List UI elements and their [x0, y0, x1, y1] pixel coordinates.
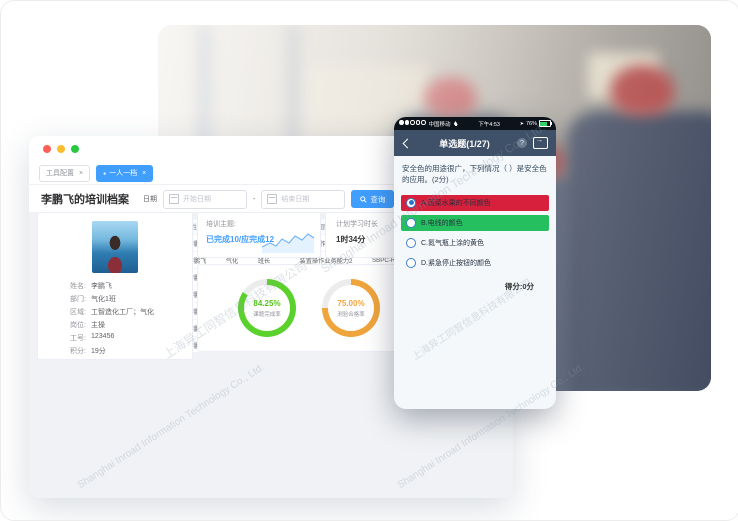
- end-date-input[interactable]: 结束日期: [261, 189, 346, 209]
- active-dot-icon: [103, 170, 106, 177]
- profile-employee-id: 123456: [91, 332, 115, 340]
- profile-card: 姓名: 李鹏飞 部门: 气化1班 区域: 工智造化工厂；气化 岗位: 主操 工号: 123…: [37, 212, 193, 360]
- option-label: A.蔬菜水果的不同颜色: [421, 199, 491, 207]
- search-button-label: 查询: [370, 194, 386, 204]
- radio-selected-icon[interactable]: [406, 197, 416, 208]
- field-label: 区域:: [70, 308, 86, 316]
- calendar-icon: [267, 194, 278, 204]
- donut-value: 84.25%: [253, 298, 281, 308]
- option-c[interactable]: C.氮气瓶上涂的黄色: [401, 235, 549, 251]
- battery-percent: 76%: [525, 120, 537, 127]
- minimize-window-button[interactable]: [57, 145, 65, 153]
- planned-duration-value: 1时34分: [336, 235, 366, 244]
- clock-label: 下午4:53: [478, 121, 500, 128]
- planned-duration-label: 计划学习时长: [336, 221, 378, 228]
- tab-one-person-one-file[interactable]: 一人一档: [96, 164, 154, 182]
- search-icon: [360, 195, 367, 203]
- training-topic-label: 培训主题:: [206, 221, 236, 228]
- date-filter-label: 日期: [143, 196, 157, 203]
- option-d[interactable]: D.紧急停止按钮的颜色: [401, 255, 549, 271]
- option-b[interactable]: B.电线的颜色: [401, 214, 549, 231]
- back-arrow-icon[interactable]: [402, 138, 412, 148]
- help-icon[interactable]: ?: [517, 138, 527, 148]
- profile-points: 19分: [91, 347, 106, 355]
- avatar: [92, 221, 138, 273]
- cast-icon[interactable]: [533, 137, 548, 149]
- start-date-input[interactable]: 开始日期: [163, 189, 247, 209]
- phone-nav-bar: 单选题(1/27) ?: [394, 130, 556, 156]
- donut-label: 课题完成率: [253, 311, 281, 318]
- phone-status-bar: 中国移动 下午4:53 ➤ 76%: [394, 117, 556, 130]
- profile-name: 李鹏飞: [91, 282, 112, 290]
- radio-icon[interactable]: [406, 237, 416, 248]
- radio-icon[interactable]: [406, 257, 416, 268]
- phone-screenshot: 中国移动 下午4:53 ➤ 76% 单选题(1/27) ? 安全色的用途很广，下…: [394, 117, 556, 409]
- signal-icon: [399, 120, 427, 127]
- field-label: 工号:: [70, 334, 86, 342]
- donut-value: 75.00%: [337, 298, 365, 308]
- option-label: B.电线的颜色: [421, 219, 463, 227]
- profile-dept: 气化1班: [91, 295, 116, 303]
- calendar-icon: [169, 194, 179, 204]
- zoom-window-button[interactable]: [71, 145, 79, 153]
- question-text: 安全色的用途很广，下列情况（ ）是安全色的应用。(2分): [402, 164, 547, 185]
- radio-icon[interactable]: [406, 217, 416, 228]
- trend-sparkline: [262, 233, 314, 253]
- close-tab-icon[interactable]: [77, 170, 83, 177]
- carrier-label: 中国移动: [428, 121, 451, 128]
- test-pass-donut: 75.00% 测验合格率: [322, 279, 380, 337]
- start-date-placeholder: 开始日期: [183, 196, 211, 203]
- filter-toolbar: 李鹏飞的培训档案 日期 开始日期 - 结束日期 查询: [29, 185, 513, 213]
- close-window-button[interactable]: [43, 145, 51, 153]
- close-tab-icon[interactable]: [140, 170, 146, 177]
- search-button[interactable]: 查询: [351, 190, 395, 208]
- profile-post: 主操: [91, 321, 105, 329]
- course-completion-donut: 84.25% 课题完成率: [238, 279, 296, 337]
- battery-icon: [538, 120, 552, 127]
- tab-bar: 工具配置 一人一档: [29, 162, 513, 185]
- location-arrow-icon: ➤: [519, 120, 524, 127]
- donut-label: 测验合格率: [337, 311, 365, 318]
- training-topic-value: 已完成10/应完成12: [206, 235, 275, 244]
- score-text: 得分:0分: [504, 281, 534, 291]
- page-title: 李鹏飞的培训档案: [41, 194, 129, 206]
- training-topic-card: 培训主题: 已完成10/应完成12: [197, 212, 321, 258]
- date-separator: -: [253, 195, 256, 203]
- field-label: 部门:: [70, 295, 86, 303]
- field-label: 岗位:: [70, 321, 86, 329]
- profile-area: 工智造化工厂；气化: [91, 308, 154, 316]
- tab-tool-config[interactable]: 工具配置: [39, 164, 91, 182]
- field-label: 姓名:: [70, 282, 86, 290]
- tab-label: 工具配置: [46, 170, 74, 177]
- end-date-placeholder: 结束日期: [281, 196, 310, 203]
- window-titlebar: [29, 136, 513, 162]
- wifi-icon: [452, 121, 459, 126]
- tab-label: 一人一档: [109, 170, 138, 177]
- field-label: 积分:: [70, 347, 86, 355]
- quiz-title: 单选题(1/27): [439, 138, 490, 149]
- option-label: D.紧急停止按钮的颜色: [421, 259, 491, 267]
- option-a[interactable]: A.蔬菜水果的不同颜色: [401, 194, 549, 211]
- option-label: C.氮气瓶上涂的黄色: [421, 239, 484, 247]
